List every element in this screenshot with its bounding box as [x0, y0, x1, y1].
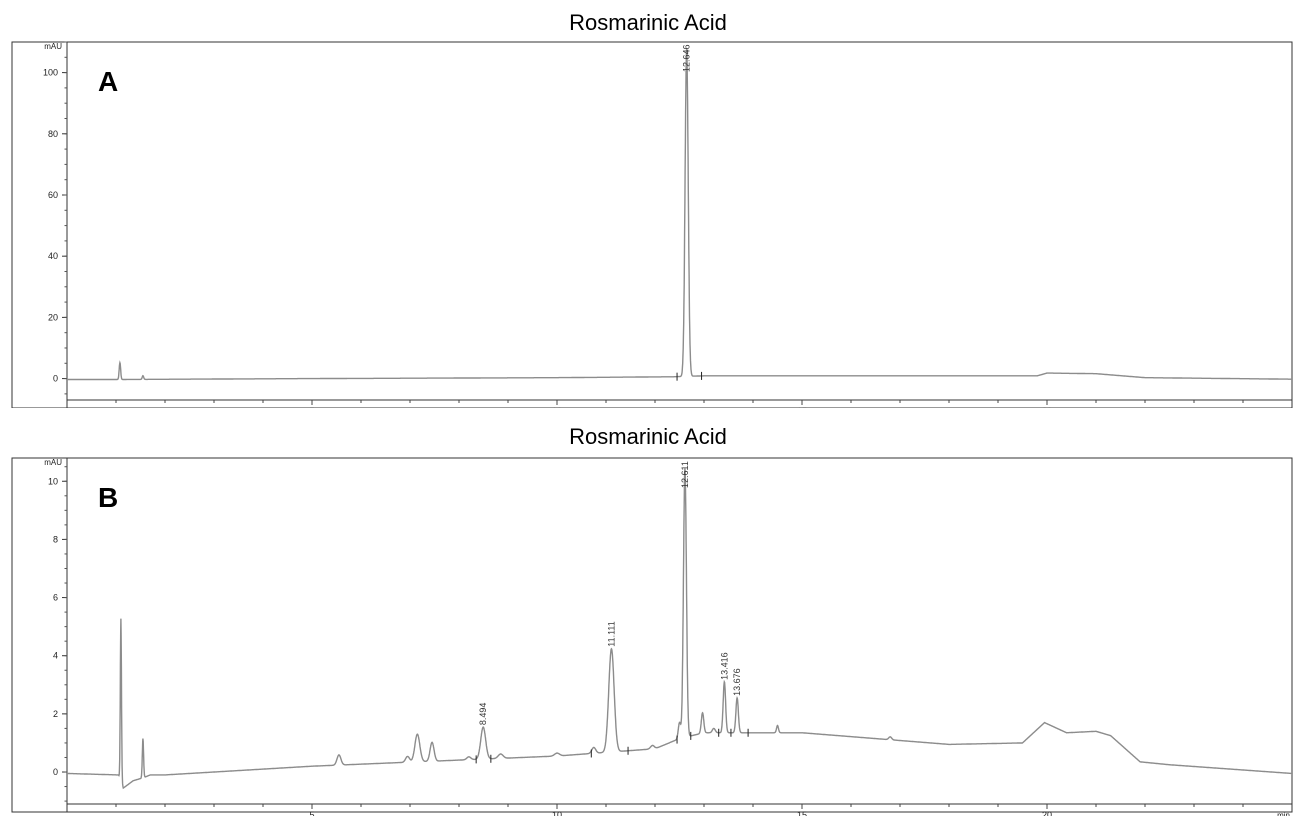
chart-b-peak-label: 13.416	[719, 652, 729, 680]
chart-a-trace	[67, 49, 1292, 381]
chart-a-y-tick-label: 60	[48, 190, 58, 200]
chart-a-x-tick-label: 10	[552, 406, 562, 408]
chart-a-x-tick-label: 5	[309, 406, 314, 408]
chart-a-peak-label: 12.646	[682, 44, 692, 72]
chart-a-y-tick-label: 80	[48, 129, 58, 139]
chart-b-y-tick-label: 2	[53, 709, 58, 719]
chart-a-panel-label: A	[98, 66, 118, 97]
chart-b-x-tick-label: 10	[552, 810, 562, 816]
chart-a: 0 20 40 60 80 100 5 10 15 20 mAU min A 12.646	[11, 41, 1293, 408]
chart-b-panel-label: B	[98, 482, 118, 513]
chart-b-x-axis-label: min	[1277, 811, 1290, 816]
chart-a-title: Rosmarinic Acid	[569, 10, 727, 35]
chart-b-peak-label: 12.611	[680, 461, 690, 488]
chart-a-y-tick-label: 100	[43, 68, 58, 78]
chart-a-x-axis-label: min	[1277, 407, 1290, 408]
chart-b-title: Rosmarinic Acid	[569, 424, 727, 449]
chart-b-y-tick-label: 6	[53, 593, 58, 603]
chart-b-y-tick-label: 8	[53, 534, 58, 544]
chart-a-y-tick-label: 40	[48, 251, 58, 261]
chart-a-x-tick-label: 15	[797, 406, 807, 408]
chart-b-x-tick-label: 5	[309, 810, 314, 816]
chart-a-plot-frame	[11, 41, 1293, 408]
chart-a-y-tick-label: 0	[53, 374, 58, 384]
chart-b-peak-label: 13.676	[732, 668, 742, 696]
chart-b-x-tick-label: 20	[1042, 810, 1052, 816]
chart-b-y-tick-label: 4	[53, 651, 58, 661]
chart-b-peak-label: 11.111	[606, 621, 616, 647]
chart-a-y-axis-label: mAU	[44, 42, 62, 51]
chart-b-y-tick-label: 10	[48, 476, 58, 486]
chart-b-plot-frame	[11, 457, 1293, 813]
chart-b-trace	[67, 468, 1293, 790]
chart-b-y-tick-label: 0	[53, 767, 58, 777]
chart-a-x-tick-label: 20	[1042, 406, 1052, 408]
chart-b-x-tick-label: 15	[797, 810, 807, 816]
chart-b: 0 2 4 6 8 10 5 10 15 20 mAU min B 8.494 11.111 12.611 13…	[11, 457, 1293, 816]
chart-b-peak-label: 8.494	[478, 703, 488, 726]
chart-a-y-tick-label: 20	[48, 312, 58, 322]
chart-b-y-axis-label: mAU	[44, 458, 62, 467]
